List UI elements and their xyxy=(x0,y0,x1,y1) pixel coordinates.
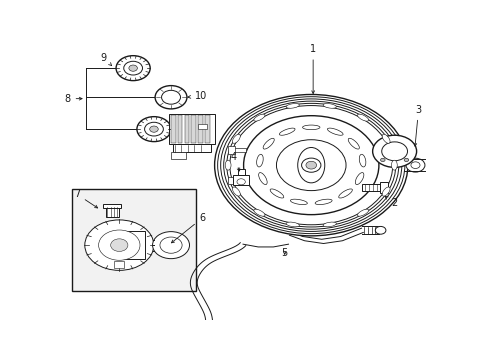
Ellipse shape xyxy=(323,104,336,108)
Bar xyxy=(233,178,245,183)
Circle shape xyxy=(276,140,346,190)
Circle shape xyxy=(410,162,419,168)
Text: 6: 6 xyxy=(171,213,205,243)
Ellipse shape xyxy=(357,114,368,121)
Circle shape xyxy=(144,122,163,136)
Ellipse shape xyxy=(355,172,363,185)
Ellipse shape xyxy=(232,134,240,143)
Text: 8: 8 xyxy=(64,94,82,104)
Bar xyxy=(184,115,189,143)
Text: 3: 3 xyxy=(413,105,421,146)
Ellipse shape xyxy=(258,172,266,185)
Ellipse shape xyxy=(391,160,396,170)
Circle shape xyxy=(99,230,140,260)
Text: 2: 2 xyxy=(385,197,397,208)
Bar xyxy=(197,123,206,129)
Bar xyxy=(169,114,214,144)
Text: 10: 10 xyxy=(187,91,206,101)
Bar xyxy=(171,152,186,159)
Circle shape xyxy=(110,239,128,251)
Bar xyxy=(115,231,144,259)
Ellipse shape xyxy=(382,134,389,143)
Text: 4: 4 xyxy=(230,152,239,171)
Ellipse shape xyxy=(357,209,368,216)
Bar xyxy=(237,169,244,175)
Ellipse shape xyxy=(256,154,263,167)
Ellipse shape xyxy=(269,189,283,198)
Text: 9: 9 xyxy=(100,53,111,66)
Ellipse shape xyxy=(314,199,331,204)
Bar xyxy=(105,207,119,217)
Circle shape xyxy=(405,158,424,172)
Circle shape xyxy=(116,56,150,81)
Ellipse shape xyxy=(327,128,343,135)
Circle shape xyxy=(149,126,158,132)
Bar xyxy=(191,115,196,143)
Circle shape xyxy=(223,101,398,229)
Bar xyxy=(379,182,387,193)
Ellipse shape xyxy=(285,104,299,108)
Ellipse shape xyxy=(253,114,264,121)
Ellipse shape xyxy=(297,148,324,183)
Bar xyxy=(232,175,249,185)
Circle shape xyxy=(214,94,407,236)
Circle shape xyxy=(403,158,408,162)
Circle shape xyxy=(188,354,199,360)
Bar xyxy=(198,115,203,143)
Circle shape xyxy=(243,116,378,215)
Bar xyxy=(178,115,182,143)
Circle shape xyxy=(301,158,320,172)
Ellipse shape xyxy=(279,128,294,135)
Ellipse shape xyxy=(323,222,336,227)
Bar xyxy=(173,144,210,152)
Text: 1: 1 xyxy=(309,44,316,94)
Ellipse shape xyxy=(290,199,307,204)
Ellipse shape xyxy=(382,187,389,196)
Ellipse shape xyxy=(253,209,264,216)
Circle shape xyxy=(137,117,171,141)
Circle shape xyxy=(161,90,180,104)
Ellipse shape xyxy=(359,154,365,167)
Ellipse shape xyxy=(285,222,299,227)
Circle shape xyxy=(123,61,142,75)
Circle shape xyxy=(380,158,385,162)
Ellipse shape xyxy=(347,138,359,149)
Bar xyxy=(205,115,209,143)
Circle shape xyxy=(229,105,392,225)
Circle shape xyxy=(381,142,407,161)
Circle shape xyxy=(372,135,416,167)
Bar xyxy=(228,146,234,154)
Bar xyxy=(228,176,234,184)
Circle shape xyxy=(155,86,186,109)
Text: 5: 5 xyxy=(281,248,287,258)
Circle shape xyxy=(220,99,401,231)
Circle shape xyxy=(152,231,189,258)
Bar xyxy=(233,148,245,152)
Text: 7: 7 xyxy=(74,189,98,208)
Circle shape xyxy=(191,356,196,360)
Ellipse shape xyxy=(338,189,352,198)
Bar xyxy=(114,261,124,268)
Bar xyxy=(103,204,121,208)
Circle shape xyxy=(226,103,395,227)
Ellipse shape xyxy=(225,160,230,170)
Ellipse shape xyxy=(232,187,240,196)
Circle shape xyxy=(237,179,245,185)
Bar xyxy=(362,184,381,191)
Circle shape xyxy=(374,226,385,234)
Circle shape xyxy=(217,97,404,234)
Circle shape xyxy=(84,220,153,270)
Bar xyxy=(72,189,195,291)
Bar xyxy=(171,115,175,143)
Circle shape xyxy=(305,161,316,169)
Circle shape xyxy=(160,237,182,253)
Ellipse shape xyxy=(263,138,274,149)
Circle shape xyxy=(129,65,137,71)
Ellipse shape xyxy=(302,125,319,130)
